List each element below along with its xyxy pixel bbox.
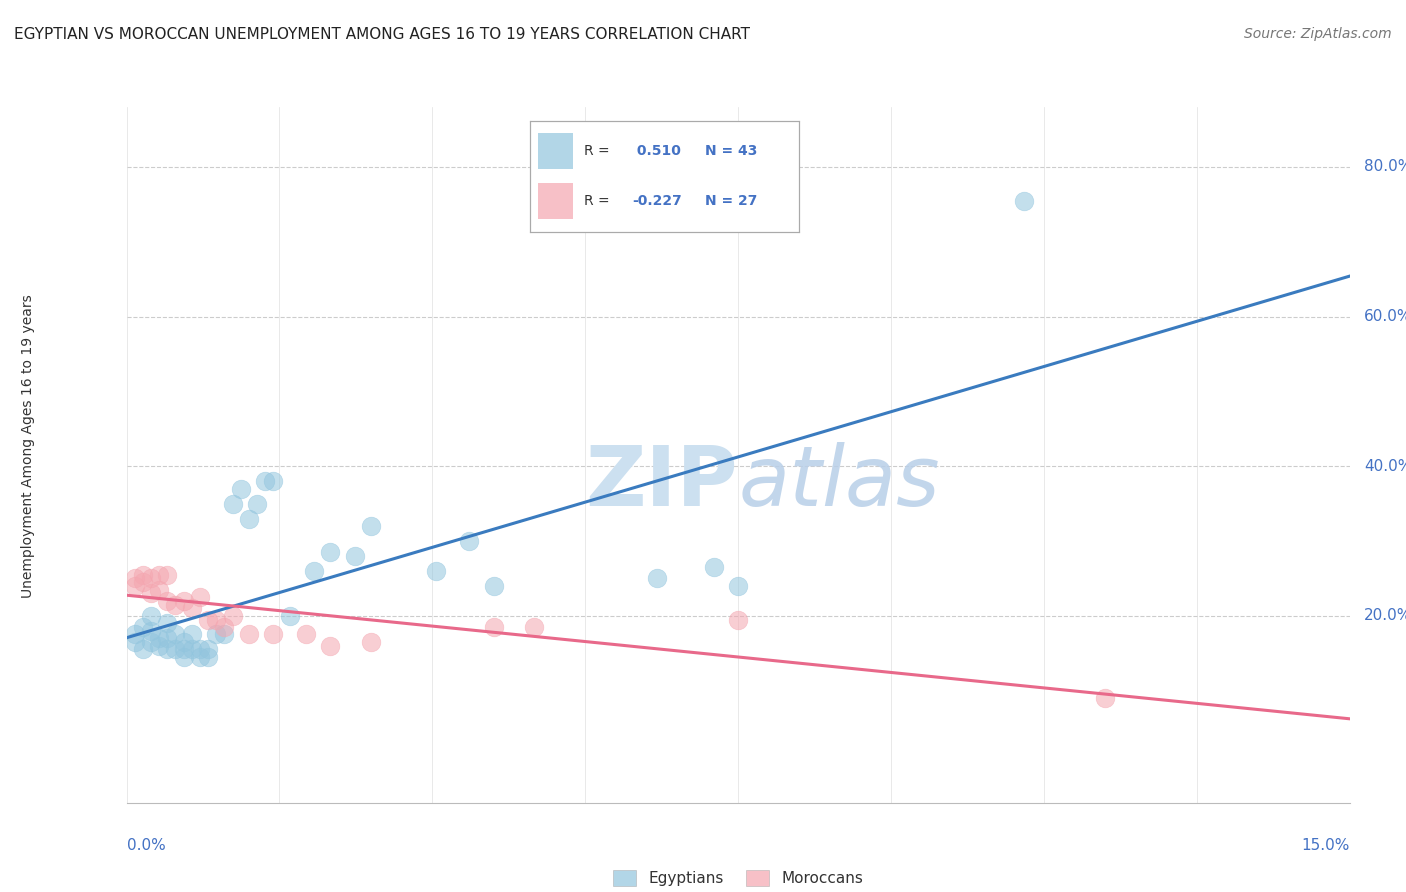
Point [156, 594, 179, 608]
Point [360, 519, 382, 533]
Point [148, 567, 170, 582]
Point [523, 620, 546, 634]
Point [425, 564, 447, 578]
Point [165, 642, 187, 657]
Point [188, 649, 211, 664]
Point [262, 627, 284, 641]
Point [139, 608, 162, 623]
Text: Unemployment Among Ages 16 to 19 years: Unemployment Among Ages 16 to 19 years [21, 294, 35, 598]
Point [124, 571, 146, 585]
Point [319, 545, 342, 559]
Point [246, 497, 269, 511]
Point [482, 579, 505, 593]
Point [156, 616, 179, 631]
Point [132, 620, 155, 634]
Point [132, 575, 155, 590]
Text: Source: ZipAtlas.com: Source: ZipAtlas.com [1244, 27, 1392, 41]
Point [165, 627, 187, 641]
Point [148, 639, 170, 653]
Point [214, 627, 236, 641]
Point [197, 642, 219, 657]
Text: 80.0%: 80.0% [1364, 160, 1406, 175]
Point [156, 567, 179, 582]
Text: 20.0%: 20.0% [1364, 608, 1406, 624]
Point [165, 598, 187, 612]
Point [139, 571, 162, 585]
Point [482, 620, 505, 634]
Point [124, 579, 146, 593]
Point [124, 627, 146, 641]
Point [197, 613, 219, 627]
Point [458, 533, 481, 548]
Point [148, 582, 170, 597]
Point [180, 642, 202, 657]
Point [343, 549, 366, 563]
Point [238, 627, 260, 641]
Point [319, 639, 342, 653]
Point [139, 635, 162, 649]
Point [302, 564, 325, 578]
Point [173, 594, 195, 608]
Legend: Egyptians, Moroccans: Egyptians, Moroccans [607, 864, 869, 892]
Point [173, 649, 195, 664]
Point [221, 608, 243, 623]
Point [156, 642, 179, 657]
Text: 15.0%: 15.0% [1302, 838, 1350, 854]
Point [727, 613, 749, 627]
Point [156, 631, 179, 645]
Point [1012, 194, 1035, 208]
Point [124, 635, 146, 649]
Point [214, 620, 236, 634]
Text: 0.0%: 0.0% [127, 838, 166, 854]
Point [132, 567, 155, 582]
Point [173, 642, 195, 657]
Point [205, 613, 228, 627]
Text: EGYPTIAN VS MOROCCAN UNEMPLOYMENT AMONG AGES 16 TO 19 YEARS CORRELATION CHART: EGYPTIAN VS MOROCCAN UNEMPLOYMENT AMONG … [14, 27, 749, 42]
Text: 60.0%: 60.0% [1364, 309, 1406, 324]
Point [1094, 691, 1116, 706]
Point [139, 586, 162, 600]
Point [278, 608, 301, 623]
Point [197, 649, 219, 664]
Point [262, 474, 284, 488]
Text: 40.0%: 40.0% [1364, 458, 1406, 474]
Point [238, 511, 260, 525]
Text: atlas: atlas [738, 442, 939, 524]
Point [229, 482, 252, 496]
Point [173, 635, 195, 649]
Point [180, 627, 202, 641]
Point [180, 601, 202, 615]
Text: ZIP: ZIP [586, 442, 738, 524]
Point [254, 474, 277, 488]
Point [360, 635, 382, 649]
Point [727, 579, 749, 593]
Point [139, 624, 162, 638]
Point [645, 571, 668, 585]
Point [188, 642, 211, 657]
Point [148, 631, 170, 645]
Point [205, 627, 228, 641]
Point [295, 627, 318, 641]
Point [132, 642, 155, 657]
Point [188, 590, 211, 604]
Point [703, 560, 725, 574]
Point [221, 497, 243, 511]
